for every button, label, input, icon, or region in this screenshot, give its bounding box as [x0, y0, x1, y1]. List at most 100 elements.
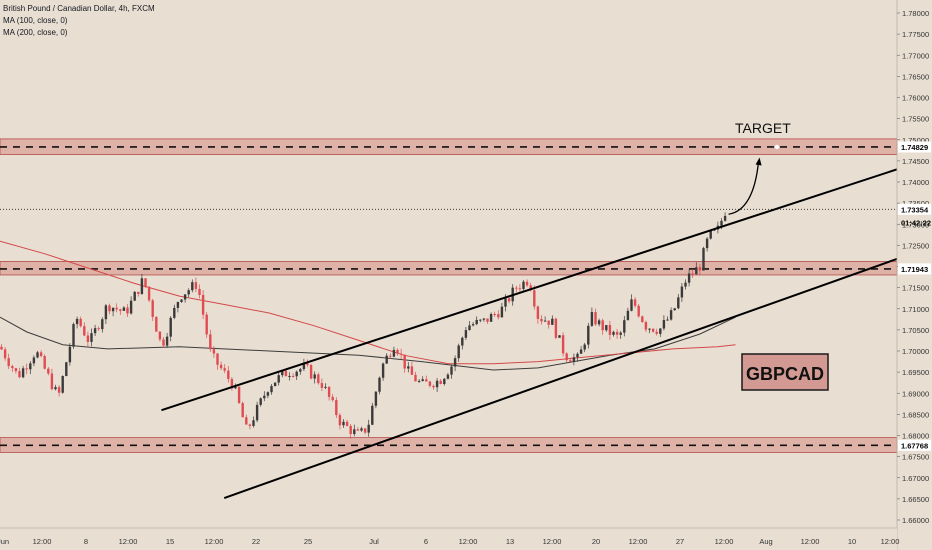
- chart-legend: British Pound / Canadian Dollar, 4h, FXC…: [3, 3, 155, 39]
- legend-ma100: MA (100, close, 0): [3, 16, 68, 25]
- candle-body: [313, 374, 316, 379]
- time-tick-label: 13: [506, 537, 514, 546]
- candle-body: [356, 429, 360, 431]
- candle-body: [691, 273, 694, 275]
- projection-arrow: [728, 161, 760, 215]
- candle-body: [252, 420, 255, 426]
- candle-body: [702, 248, 705, 271]
- candle-body: [533, 290, 536, 307]
- candle-body: [79, 318, 82, 327]
- price-tick-label: 1.76500: [902, 72, 929, 81]
- support-tag: [898, 439, 931, 451]
- candle-body: [468, 325, 471, 331]
- price-tick-label: 1.68500: [902, 410, 929, 419]
- candle-body: [428, 381, 432, 386]
- candle-body: [644, 322, 648, 330]
- candle-body: [378, 377, 381, 392]
- candle-body: [536, 306, 540, 319]
- price-tick-label: 1.70500: [902, 326, 929, 335]
- candle-body: [104, 305, 108, 320]
- candle-body: [615, 331, 619, 335]
- candle-body: [594, 312, 597, 325]
- candle-body: [525, 281, 529, 286]
- candle-body: [554, 318, 558, 338]
- candle-body: [403, 354, 406, 369]
- candle-body: [266, 392, 270, 396]
- time-tick-label: 6: [424, 537, 428, 546]
- time-tick-label: 8: [84, 537, 88, 546]
- candle-body: [371, 405, 374, 425]
- time-tick-label: 25: [304, 537, 312, 546]
- countdown-label: 01:42:22: [901, 218, 931, 227]
- price-tick-label: 1.66500: [902, 495, 929, 504]
- channel-lower-line: [223, 257, 898, 499]
- candle-body: [39, 352, 43, 357]
- candle-body: [201, 294, 205, 315]
- candle-body: [21, 368, 25, 378]
- candle-body: [500, 306, 504, 318]
- candle-body: [65, 362, 68, 377]
- candle-body: [547, 320, 550, 325]
- projection-arrowhead: [755, 157, 762, 166]
- price-tick-label: 1.70000: [902, 347, 929, 356]
- candle-body: [147, 286, 151, 301]
- candle-body: [277, 375, 280, 383]
- candle-body: [453, 358, 457, 367]
- candle-body: [75, 318, 79, 325]
- candle-body: [497, 314, 500, 318]
- candle-body: [320, 383, 324, 388]
- price-tick-label: 1.72500: [902, 241, 929, 250]
- candle-body: [219, 364, 223, 369]
- legend-title: British Pound / Canadian Dollar, 4h, FXC…: [3, 4, 155, 13]
- price-tick-label: 1.75500: [902, 115, 929, 124]
- candle-body: [198, 288, 201, 295]
- candle-body: [623, 320, 626, 333]
- candle-body: [558, 335, 561, 338]
- candle-body: [669, 310, 673, 320]
- candle-body: [597, 320, 601, 325]
- candle-body: [183, 294, 187, 300]
- candle-body: [515, 287, 518, 289]
- price-tick-label: 1.73500: [902, 199, 929, 208]
- candle-body: [367, 424, 370, 433]
- price-tick-label: 1.69000: [902, 389, 929, 398]
- candle-body: [619, 332, 622, 335]
- price-tick-label: 1.74500: [902, 157, 929, 166]
- candle-body: [705, 238, 709, 249]
- candle-body: [281, 370, 284, 376]
- time-axis: [0, 528, 897, 550]
- candle-body: [363, 428, 367, 433]
- candle-body: [295, 371, 298, 377]
- price-tick-label: 1.75000: [902, 136, 929, 145]
- candle-body: [529, 285, 532, 291]
- price-tick-label: 1.73000: [902, 220, 929, 229]
- candle-body: [209, 334, 212, 350]
- candle-body: [331, 396, 334, 401]
- candle-body: [590, 312, 594, 326]
- candle-body: [475, 319, 478, 325]
- candle-body: [180, 299, 183, 302]
- candle-body: [162, 339, 165, 346]
- time-tick-label: Jun: [0, 537, 9, 546]
- candle-body: [43, 356, 46, 369]
- candle-body: [522, 281, 525, 289]
- candle-body: [507, 298, 511, 302]
- time-tick-label: Jul: [369, 537, 379, 546]
- resistance-tag-label: 1.74829: [901, 143, 928, 152]
- candle-body: [410, 366, 414, 375]
- candle-body: [227, 370, 230, 379]
- candle-body: [245, 417, 248, 425]
- candle-body: [126, 307, 129, 314]
- candle-body: [248, 424, 252, 426]
- candle-body: [518, 288, 522, 290]
- candle-body: [18, 371, 21, 378]
- candle-body: [504, 298, 507, 307]
- candle-body: [140, 278, 144, 294]
- candle-body: [457, 345, 460, 359]
- mid-support-tag-label: 1.71943: [901, 265, 928, 274]
- candle-body: [133, 291, 136, 301]
- candle-body: [205, 314, 208, 335]
- candle-body: [673, 308, 676, 311]
- candle-body: [471, 324, 475, 326]
